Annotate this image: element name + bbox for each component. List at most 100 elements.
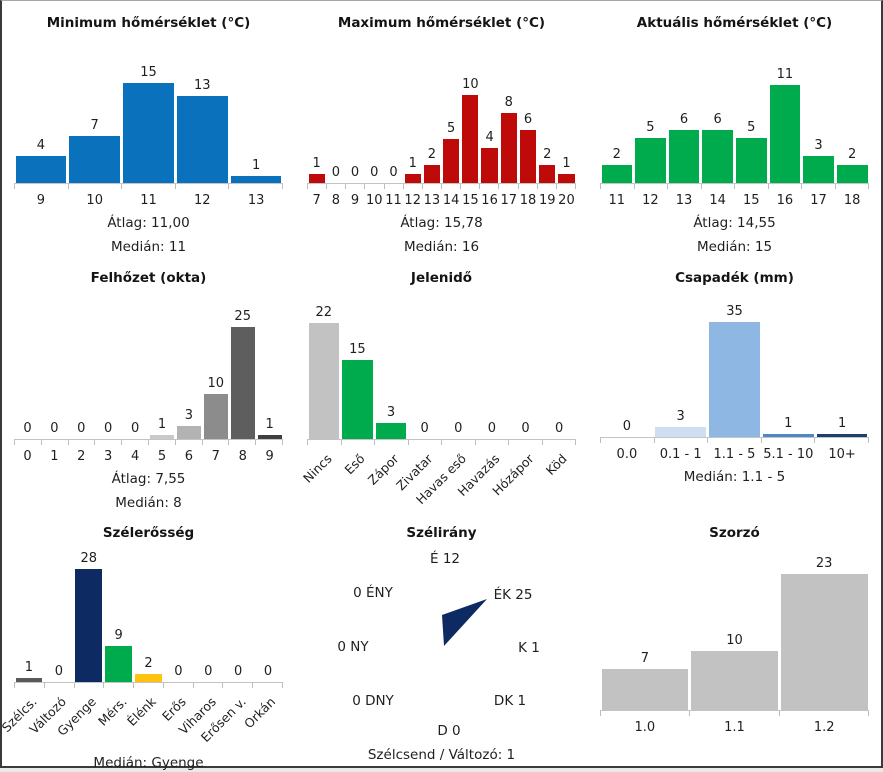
axis-tick: [442, 440, 476, 445]
compass-label-nw: 0 ÉNY: [353, 585, 393, 601]
bar: [691, 651, 778, 710]
axis-tick: [164, 683, 194, 688]
bar-column: 13: [175, 78, 229, 183]
compass-label-n: É 12: [430, 551, 460, 567]
x-axis-label-cell: Köd: [542, 445, 576, 523]
bar-column: 23: [779, 556, 869, 710]
bar: [668, 130, 700, 183]
x-axis-label: 1.1 - 5: [713, 447, 756, 462]
axis-tick: [802, 184, 836, 189]
bar-value-label: 1: [251, 158, 261, 173]
x-axis-label: 16: [776, 193, 794, 208]
bar-column: 35: [708, 304, 762, 437]
axis-ticks: [600, 437, 869, 443]
axis-ticks: [600, 183, 869, 189]
bar: [105, 646, 133, 682]
axis-tick: [375, 440, 409, 445]
chart-title-maximum-temperature: Maximum hőmérséklet (°C): [337, 15, 546, 31]
axis-tick: [836, 184, 869, 189]
axis-tick: [346, 184, 366, 189]
stat-median: Medián: 1.1 - 5: [683, 469, 786, 485]
axis-tick: [15, 184, 69, 189]
bar: [375, 423, 407, 439]
x-axis-labels: 0.0 0.1 - 1 1.1 - 5 5.1 - 10 10+: [600, 443, 869, 462]
axis-tick: [45, 683, 75, 688]
x-axis-label: 8: [238, 449, 247, 464]
bar-column: 0: [408, 421, 442, 439]
bar-column: 1: [307, 156, 326, 183]
bar-value-label: 10: [462, 77, 479, 92]
bar-value-label: 3: [386, 405, 396, 420]
plot-area: 22 15 3 0 0 0 0 0: [307, 294, 576, 439]
plot-area: 0 3 35 1 1: [600, 294, 869, 437]
bar: [702, 130, 733, 183]
axis-tick: [15, 683, 45, 688]
bar-value-label: 6: [713, 112, 722, 127]
plot-area: 2 5 6 6 5 11 3 2: [600, 39, 869, 183]
x-axis-label: Nincs: [299, 451, 335, 486]
axis-tick: [256, 440, 283, 445]
plot-area: 0 0 0 0 0 1 3 10 25 1: [14, 294, 283, 439]
bar-column: 0: [345, 165, 364, 183]
bar-column: 0: [41, 421, 68, 439]
x-axis-label-cell: Hózápor: [489, 445, 543, 523]
x-axis-label: 13: [675, 193, 693, 208]
chart-wind-strength: 1 0 28 9 2 0 0 0 0 Szélcs. Változó Gyenge Mérs. Élénk…: [0, 549, 284, 748]
bar-value-label: 2: [848, 147, 857, 162]
x-axis-label: 12: [194, 193, 211, 208]
bar-column: 1: [761, 416, 815, 437]
bar-value-label: 0: [104, 421, 113, 436]
panel-wind-strength: Szélerősség 1 0 28 9 2 0 0 0 0 Szélcs. Változó Gyen…: [0, 511, 295, 772]
x-axis-label-cell: Nincs: [300, 445, 341, 523]
bar-column: 3: [175, 408, 202, 439]
axis-tick: [327, 184, 347, 189]
bar: [176, 426, 201, 439]
axis-ticks: [307, 183, 576, 189]
bar: [75, 569, 103, 682]
axis-tick: [480, 184, 500, 189]
bar-value-label: 0: [420, 421, 429, 436]
bar-value-label: 25: [234, 309, 251, 324]
x-axis-label: 11: [140, 193, 157, 208]
x-axis-labels: 11 12 13 14 15 16 17 18: [600, 189, 869, 208]
bar-value-label: 28: [80, 551, 97, 566]
bar: [443, 139, 460, 183]
x-axis-label: 2: [77, 449, 86, 464]
bar-value-label: 0: [350, 165, 360, 180]
axis-tick: [42, 440, 69, 445]
bar-value-label: 5: [747, 120, 756, 135]
bar-column: 10: [461, 77, 480, 183]
axis-tick: [229, 184, 283, 189]
bar: [203, 394, 228, 439]
axis-tick: [122, 440, 149, 445]
x-axis-label: 19: [538, 193, 556, 208]
x-axis-label-cell: Orkán: [241, 688, 283, 748]
bar-column: 4: [480, 130, 499, 183]
x-axis-label: 1.1: [724, 720, 745, 735]
stat-median: Medián: 16: [403, 239, 480, 255]
chart-stats: Átlag: 14,55 Medián: 15: [600, 208, 869, 256]
axis-tick: [308, 184, 328, 189]
x-axis-label: 4: [130, 449, 140, 464]
x-axis-label: 10: [86, 193, 103, 208]
axis-tick: [134, 683, 164, 688]
x-axis-label: 15: [743, 193, 760, 208]
axis-tick: [780, 711, 869, 716]
bar-value-label: 1: [784, 416, 793, 431]
bar-value-label: 0: [130, 421, 140, 436]
x-axis-label: 10: [365, 193, 383, 208]
axis-tick: [15, 440, 42, 445]
bar-value-label: 0: [454, 421, 463, 436]
x-axis-label: Köd: [542, 451, 570, 478]
bar-value-label: 0: [234, 664, 243, 679]
axis-ticks: [600, 710, 869, 716]
bar-column: 10: [690, 633, 780, 710]
axis-tick: [229, 440, 257, 445]
axis-tick: [538, 184, 557, 189]
bar: [150, 435, 174, 439]
bar-value-label: 1: [408, 156, 417, 171]
x-axis-label: 13: [247, 193, 265, 208]
panel-wind-direction: Szélirány É 12 ÉK 25 K 1 DK 1 D 0 0 DNY 0 NY 0 …: [295, 511, 588, 772]
axis-tick: [423, 184, 442, 189]
bar-column: 6: [701, 112, 735, 183]
